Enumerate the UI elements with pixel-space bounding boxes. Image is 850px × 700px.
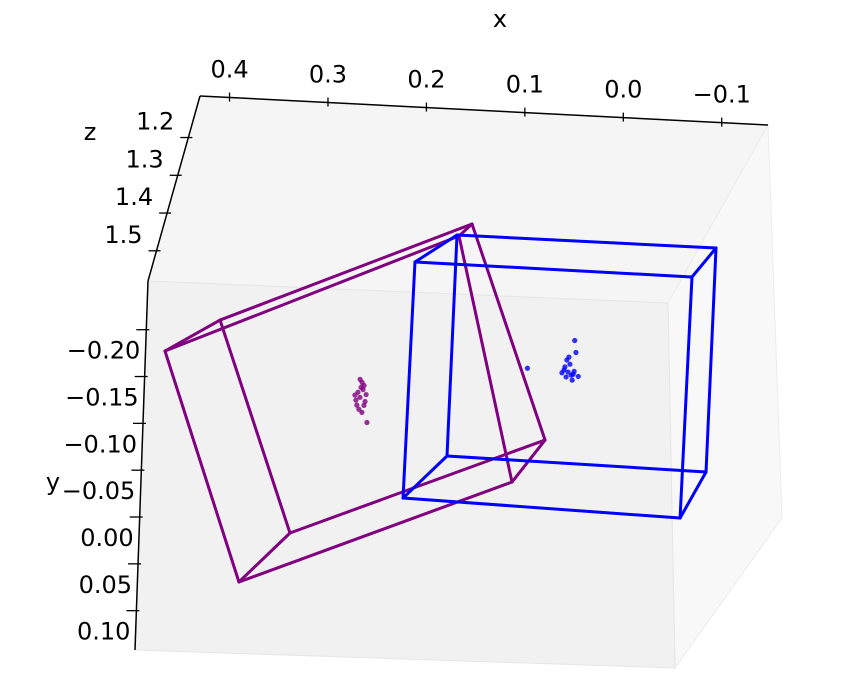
point	[362, 398, 368, 405]
y-axis-line	[134, 280, 149, 651]
box-edge	[401, 496, 682, 520]
box-edge	[163, 318, 222, 353]
point	[353, 397, 359, 403]
point	[573, 349, 579, 356]
point	[575, 373, 581, 380]
y-tick-label: −0.20	[67, 337, 141, 365]
box-edge	[218, 318, 292, 535]
x-axis-label: x	[493, 5, 507, 33]
box-edge	[237, 480, 514, 584]
box-edge	[413, 260, 694, 279]
z-tick-label: 1.3	[126, 145, 164, 173]
box-edge	[237, 531, 292, 584]
point	[354, 402, 360, 408]
x-tick-label: 0.2	[407, 66, 445, 94]
y-tick-label: 0.05	[79, 571, 132, 599]
box-edge	[163, 234, 461, 353]
pane-top	[147, 95, 769, 304]
box-edge	[288, 438, 547, 535]
y-tick-label: −0.10	[63, 430, 137, 458]
box-edge	[457, 234, 514, 484]
y-tick-label: −0.15	[65, 384, 139, 412]
box-edge	[445, 233, 459, 458]
y-tick-label: 0.00	[80, 524, 133, 552]
box-edge	[401, 454, 449, 500]
point	[361, 402, 367, 409]
z-tick-label: 1.4	[115, 183, 153, 211]
x-axis-line	[199, 95, 769, 126]
point	[572, 337, 578, 344]
z-tick-label: 1.2	[136, 108, 174, 136]
z-tick-label: 1.5	[104, 221, 142, 249]
point	[363, 391, 369, 398]
point	[559, 370, 565, 376]
y-tick-label: 0.10	[77, 618, 130, 646]
point	[563, 374, 569, 380]
box-edge	[678, 470, 708, 520]
point	[357, 376, 363, 382]
point	[567, 361, 573, 367]
point	[357, 394, 363, 400]
point	[570, 371, 576, 377]
y-tick-label: −0.05	[62, 477, 136, 505]
box-edge	[704, 246, 718, 474]
point	[524, 365, 531, 371]
x-tick-label: 0.4	[210, 56, 248, 84]
z-axis-label: z	[84, 118, 97, 146]
point	[361, 382, 367, 389]
box-edge	[401, 260, 417, 500]
point	[562, 364, 568, 370]
x-tick-label: 0.0	[604, 76, 642, 104]
x-tick-label: 0.1	[506, 71, 544, 99]
point	[569, 377, 575, 383]
y-axis-label: y	[46, 468, 60, 496]
box-edge	[163, 349, 241, 584]
x-tick-label: −0.1	[693, 81, 751, 109]
box-edge	[690, 246, 718, 279]
point	[359, 409, 365, 415]
box-edge	[678, 275, 694, 520]
box-edge	[218, 222, 474, 322]
box-edge	[455, 233, 718, 250]
box-edge	[445, 454, 708, 474]
box-edge	[413, 233, 459, 264]
x-tick-label: 0.3	[309, 61, 347, 89]
point	[364, 419, 370, 426]
point	[352, 392, 358, 398]
point	[566, 354, 572, 360]
box-edge	[470, 222, 547, 442]
